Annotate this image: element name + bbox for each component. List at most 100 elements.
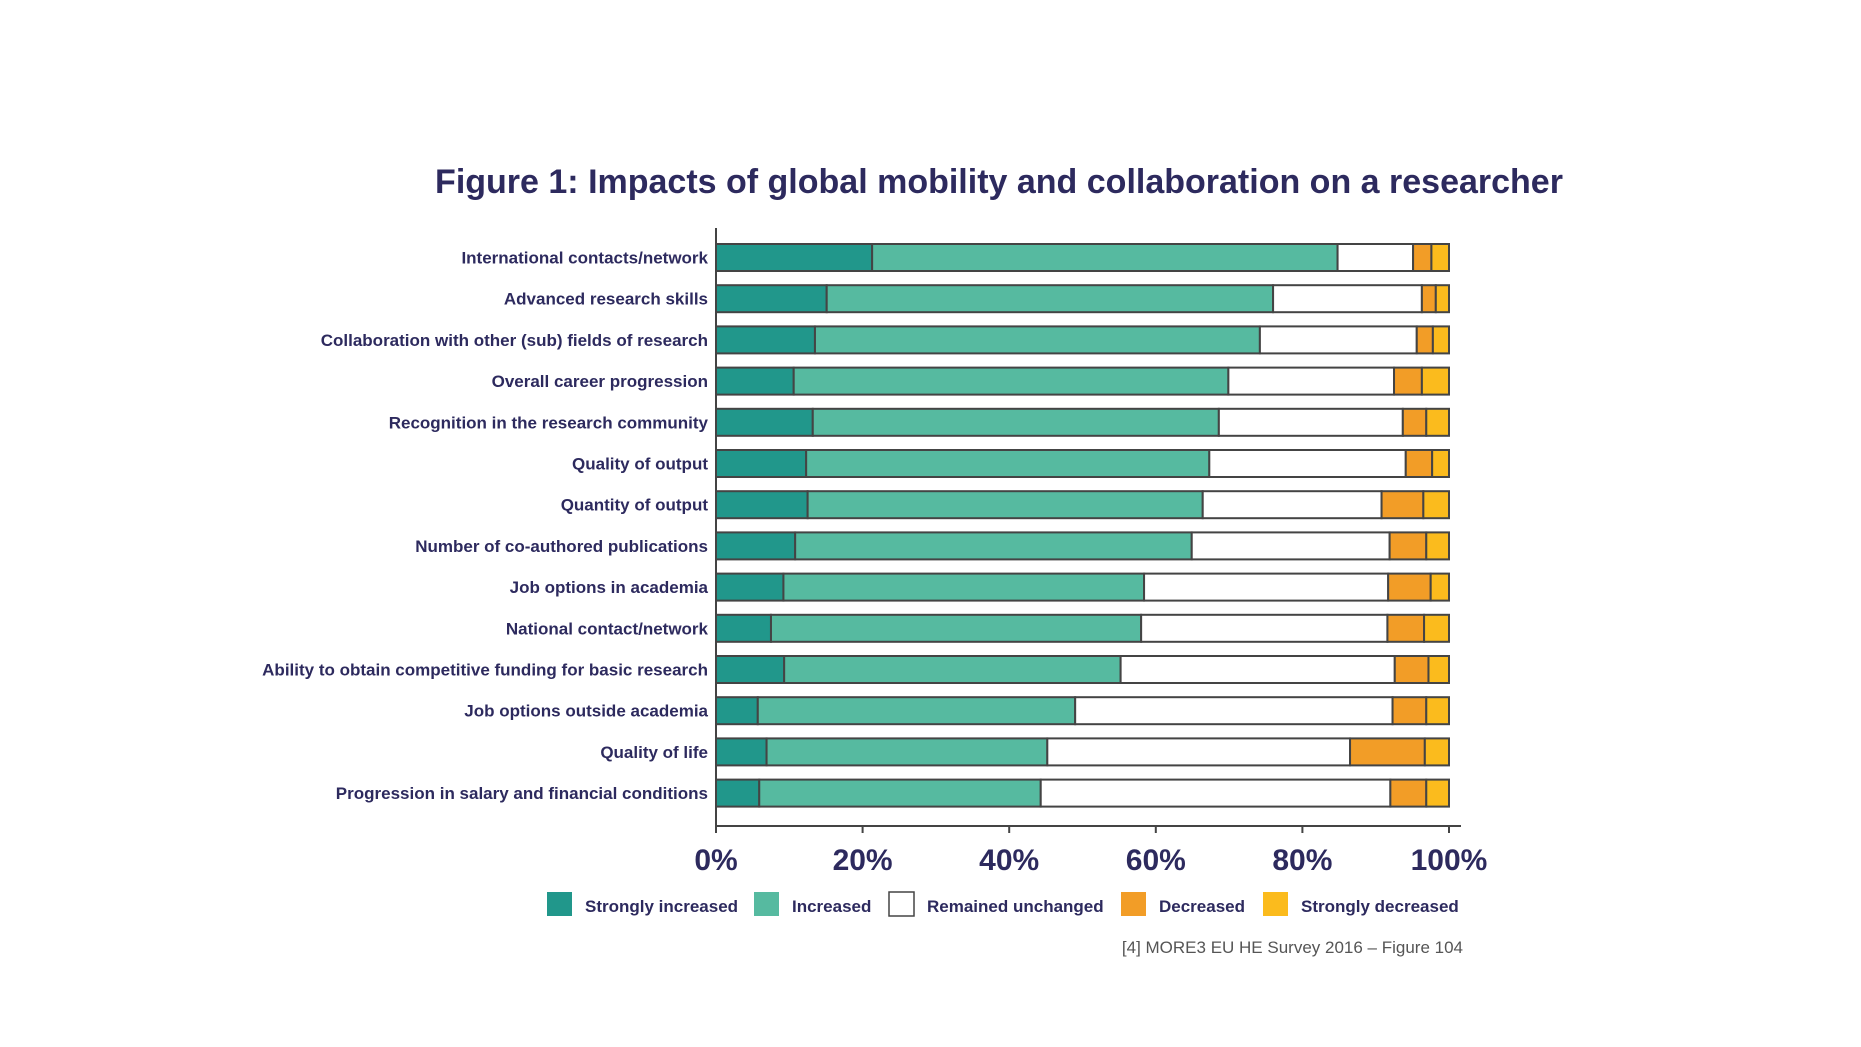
category-label: Job options outside academia — [464, 702, 708, 721]
category-label: Quantity of output — [561, 496, 709, 515]
bar-segment — [792, 366, 1230, 396]
bar-segment — [1404, 449, 1434, 478]
bar-segment — [1429, 572, 1451, 602]
bar-segment — [1434, 284, 1451, 314]
bar-segment — [1046, 737, 1352, 767]
bar-segment — [715, 572, 785, 602]
bar-segment — [1422, 490, 1450, 520]
bar-segment — [715, 284, 828, 314]
bar-segment — [1201, 490, 1383, 520]
category-label: International contacts/network — [461, 249, 708, 268]
bar-segment — [782, 572, 1146, 602]
bar-segment — [1423, 613, 1451, 643]
x-tick-label: 40% — [979, 844, 1039, 877]
legend-label: Decreased — [1159, 897, 1245, 916]
bar-segment — [715, 531, 797, 561]
bar-segment — [1391, 696, 1428, 726]
bar-segment — [1423, 737, 1451, 767]
bar-segment — [715, 613, 772, 643]
bar-segment — [765, 737, 1049, 767]
category-label: Job options in academia — [510, 578, 709, 597]
bar-segment — [1427, 655, 1450, 684]
bar-segment — [715, 655, 786, 684]
bar-segment — [1412, 243, 1433, 272]
bar-segment — [1272, 284, 1423, 314]
bar-segment — [1393, 366, 1423, 396]
bar-segment — [794, 531, 1193, 561]
bar-segment — [715, 449, 808, 478]
bar-segment — [1415, 325, 1434, 355]
bar-segment — [715, 737, 768, 767]
category-label: Progression in salary and financial cond… — [336, 784, 708, 803]
legend-label: Increased — [792, 897, 871, 916]
category-label: Quality of output — [572, 455, 708, 474]
bar-segment — [715, 243, 874, 272]
x-tick-label: 60% — [1126, 844, 1186, 877]
bar-segment — [715, 490, 809, 520]
bar-segment — [1380, 490, 1425, 520]
legend-swatch — [888, 891, 915, 917]
legend-label: Remained unchanged — [927, 897, 1104, 916]
bar-segment — [715, 366, 795, 396]
bar-segment — [1393, 655, 1430, 684]
bar-segment — [825, 284, 1275, 314]
category-label: Recognition in the research community — [389, 413, 709, 432]
bar-segment — [1425, 407, 1450, 437]
bar-segment — [1431, 449, 1450, 478]
category-label: Ability to obtain competitive funding fo… — [262, 661, 708, 680]
bar-segment — [1420, 366, 1451, 396]
x-tick-label: 20% — [833, 844, 893, 877]
legend-swatch — [547, 892, 572, 916]
bar-segment — [1039, 778, 1392, 808]
bar-segment — [1431, 325, 1451, 355]
bar-segment — [1140, 613, 1389, 643]
bar-segment — [1143, 572, 1390, 602]
bar-segment — [1401, 407, 1428, 437]
bar-segment — [1349, 737, 1426, 767]
category-label: Overall career progression — [492, 372, 708, 391]
bar-segment — [769, 613, 1143, 643]
bar-segment — [715, 778, 761, 808]
bar-segment — [1387, 572, 1432, 602]
category-label: Number of co-authored publications — [415, 537, 708, 556]
bar-segment — [811, 407, 1220, 437]
bar-segment — [1217, 407, 1404, 437]
bar-segment — [1074, 696, 1394, 726]
source-note: [4] MORE3 EU HE Survey 2016 – Figure 104 — [1122, 938, 1463, 957]
bar-segment — [1386, 613, 1426, 643]
x-tick-label: 80% — [1272, 844, 1332, 877]
bar-segment — [1420, 284, 1437, 314]
legend-swatch — [1121, 892, 1146, 916]
bar-segment — [715, 696, 759, 726]
bar-segment — [715, 407, 814, 437]
category-label: National contact/network — [506, 619, 709, 638]
bar-segment — [806, 490, 1204, 520]
bar-segment — [1258, 325, 1418, 355]
x-tick-label: 100% — [1411, 844, 1488, 877]
bar-segment — [1430, 243, 1450, 272]
bar-segment — [756, 696, 1077, 726]
bar-segment — [715, 325, 816, 355]
bar-segment — [1425, 696, 1450, 726]
legend-swatch — [1263, 892, 1288, 916]
bar-segment — [783, 655, 1122, 684]
bar-segment — [1388, 531, 1428, 561]
bar-segment — [1227, 366, 1396, 396]
legend-label: Strongly decreased — [1301, 897, 1459, 916]
category-label: Quality of life — [600, 743, 708, 762]
category-label: Advanced research skills — [504, 290, 708, 309]
bar-segment — [1190, 531, 1391, 561]
bar-segment — [758, 778, 1042, 808]
x-tick-label: 0% — [694, 844, 737, 877]
bar-segment — [1336, 243, 1415, 272]
legend-label: Strongly increased — [585, 897, 738, 916]
chart-title: Figure 1: Impacts of global mobility and… — [435, 163, 1563, 201]
bar-segment — [1389, 778, 1428, 808]
bar-segment — [1425, 531, 1450, 561]
bar-segment — [813, 325, 1261, 355]
legend-swatch — [754, 892, 779, 916]
bar-segment — [871, 243, 1339, 272]
bar-segment — [1119, 655, 1396, 684]
bar-segment — [805, 449, 1211, 478]
